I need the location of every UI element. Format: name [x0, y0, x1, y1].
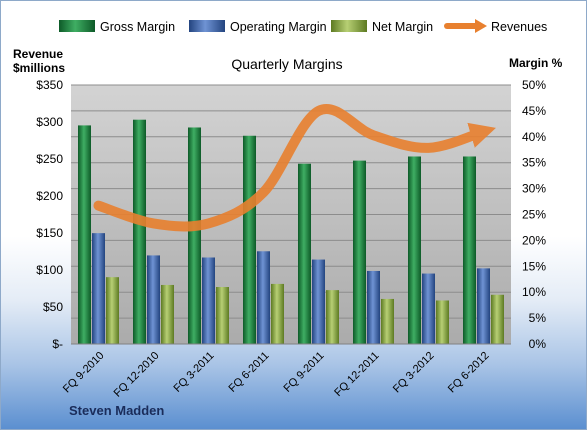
- category-label: FQ 9-2011: [282, 350, 327, 395]
- right-tick-label: 25%: [522, 208, 546, 222]
- bar-operating-margin: [92, 233, 105, 344]
- bar-net-margin: [491, 294, 504, 344]
- right-tick-label: 10%: [522, 285, 546, 299]
- legend-item-gross-margin: Gross Margin: [59, 20, 175, 34]
- revenue-line-group: [93, 104, 496, 232]
- left-axis-title-line1: Revenue: [13, 47, 63, 61]
- bars: [78, 119, 504, 345]
- left-tick-label: $100: [36, 263, 63, 277]
- left-tick-label: $-: [52, 337, 63, 351]
- category-label: FQ 12-2010: [112, 350, 162, 400]
- bar-gross-margin: [353, 160, 366, 344]
- bar-net-margin: [381, 298, 394, 344]
- left-axis-ticks: $- $50 $100 $150 $200 $250 $300 $350: [36, 78, 63, 351]
- bar-operating-margin: [147, 255, 160, 344]
- bar-gross-margin: [463, 156, 476, 344]
- legend-swatch-operating-margin: [189, 20, 225, 32]
- legend-arrow-revenues: [475, 19, 487, 33]
- company-name: Steven Madden: [69, 403, 164, 418]
- right-tick-label: 35%: [522, 156, 546, 170]
- category-labels: FQ 9-2010 FQ 12-2010 FQ 3-2011 FQ 6-2011 FQ …: [61, 350, 492, 400]
- legend-label-operating-margin: Operating Margin: [230, 20, 327, 34]
- legend-swatch-gross-margin: [59, 20, 95, 32]
- bar-operating-margin: [367, 270, 380, 344]
- bar-net-margin: [326, 290, 339, 344]
- right-axis-ticks: 0% 5% 10% 15% 20% 25% 30% 35% 40% 45% 50%: [522, 78, 546, 351]
- bar-gross-margin: [408, 156, 421, 344]
- legend-item-revenues: Revenues: [444, 19, 547, 34]
- right-tick-label: 15%: [522, 259, 546, 273]
- revenues-line: [93, 104, 496, 232]
- category-label: FQ 3-2012: [391, 350, 437, 396]
- right-tick-label: 30%: [522, 182, 546, 196]
- right-tick-label: 40%: [522, 130, 546, 144]
- left-tick-label: $350: [36, 78, 63, 92]
- left-axis-title-line2: $millions: [13, 61, 65, 75]
- bar-gross-margin: [298, 163, 311, 344]
- legend-label-revenues: Revenues: [491, 20, 547, 34]
- category-label: FQ 6-2011: [227, 350, 272, 395]
- right-tick-label: 45%: [522, 104, 546, 118]
- left-tick-label: $250: [36, 152, 63, 166]
- right-tick-label: 20%: [522, 233, 546, 247]
- bar-gross-margin: [78, 125, 91, 345]
- bar-net-margin: [436, 300, 449, 344]
- legend-item-operating-margin: Operating Margin: [189, 20, 327, 34]
- category-label: FQ 6-2012: [446, 350, 492, 396]
- right-tick-label: 5%: [529, 311, 547, 325]
- left-tick-label: $50: [43, 300, 63, 314]
- right-tick-label: 50%: [522, 78, 546, 92]
- bar-gross-margin: [243, 135, 256, 344]
- bar-net-margin: [106, 277, 119, 344]
- legend-swatch-net-margin: [331, 20, 367, 32]
- category-label: FQ 12-2011: [332, 350, 381, 399]
- legend-label-gross-margin: Gross Margin: [100, 20, 175, 34]
- left-tick-label: $300: [36, 115, 63, 129]
- legend: Gross Margin Operating Margin Net Margin…: [59, 19, 547, 34]
- bar-gross-margin: [188, 127, 201, 344]
- bar-operating-margin: [312, 259, 325, 344]
- category-label: FQ 9-2010: [61, 350, 107, 396]
- bar-operating-margin: [477, 268, 490, 344]
- right-axis-title: Margin %: [509, 56, 563, 70]
- legend-label-net-margin: Net Margin: [372, 20, 433, 34]
- bar-net-margin: [271, 283, 284, 344]
- right-tick-label: 0%: [529, 337, 547, 351]
- category-label: FQ 3-2011: [172, 350, 217, 395]
- bar-net-margin: [216, 287, 229, 344]
- chart-title: Quarterly Margins: [231, 56, 342, 72]
- bar-net-margin: [161, 284, 174, 344]
- bar-operating-margin: [202, 257, 215, 344]
- legend-item-net-margin: Net Margin: [331, 20, 433, 34]
- left-tick-label: $150: [36, 226, 63, 240]
- left-tick-label: $200: [36, 189, 63, 203]
- bar-operating-margin: [257, 251, 270, 344]
- bar-operating-margin: [422, 273, 435, 344]
- bar-gross-margin: [133, 119, 146, 345]
